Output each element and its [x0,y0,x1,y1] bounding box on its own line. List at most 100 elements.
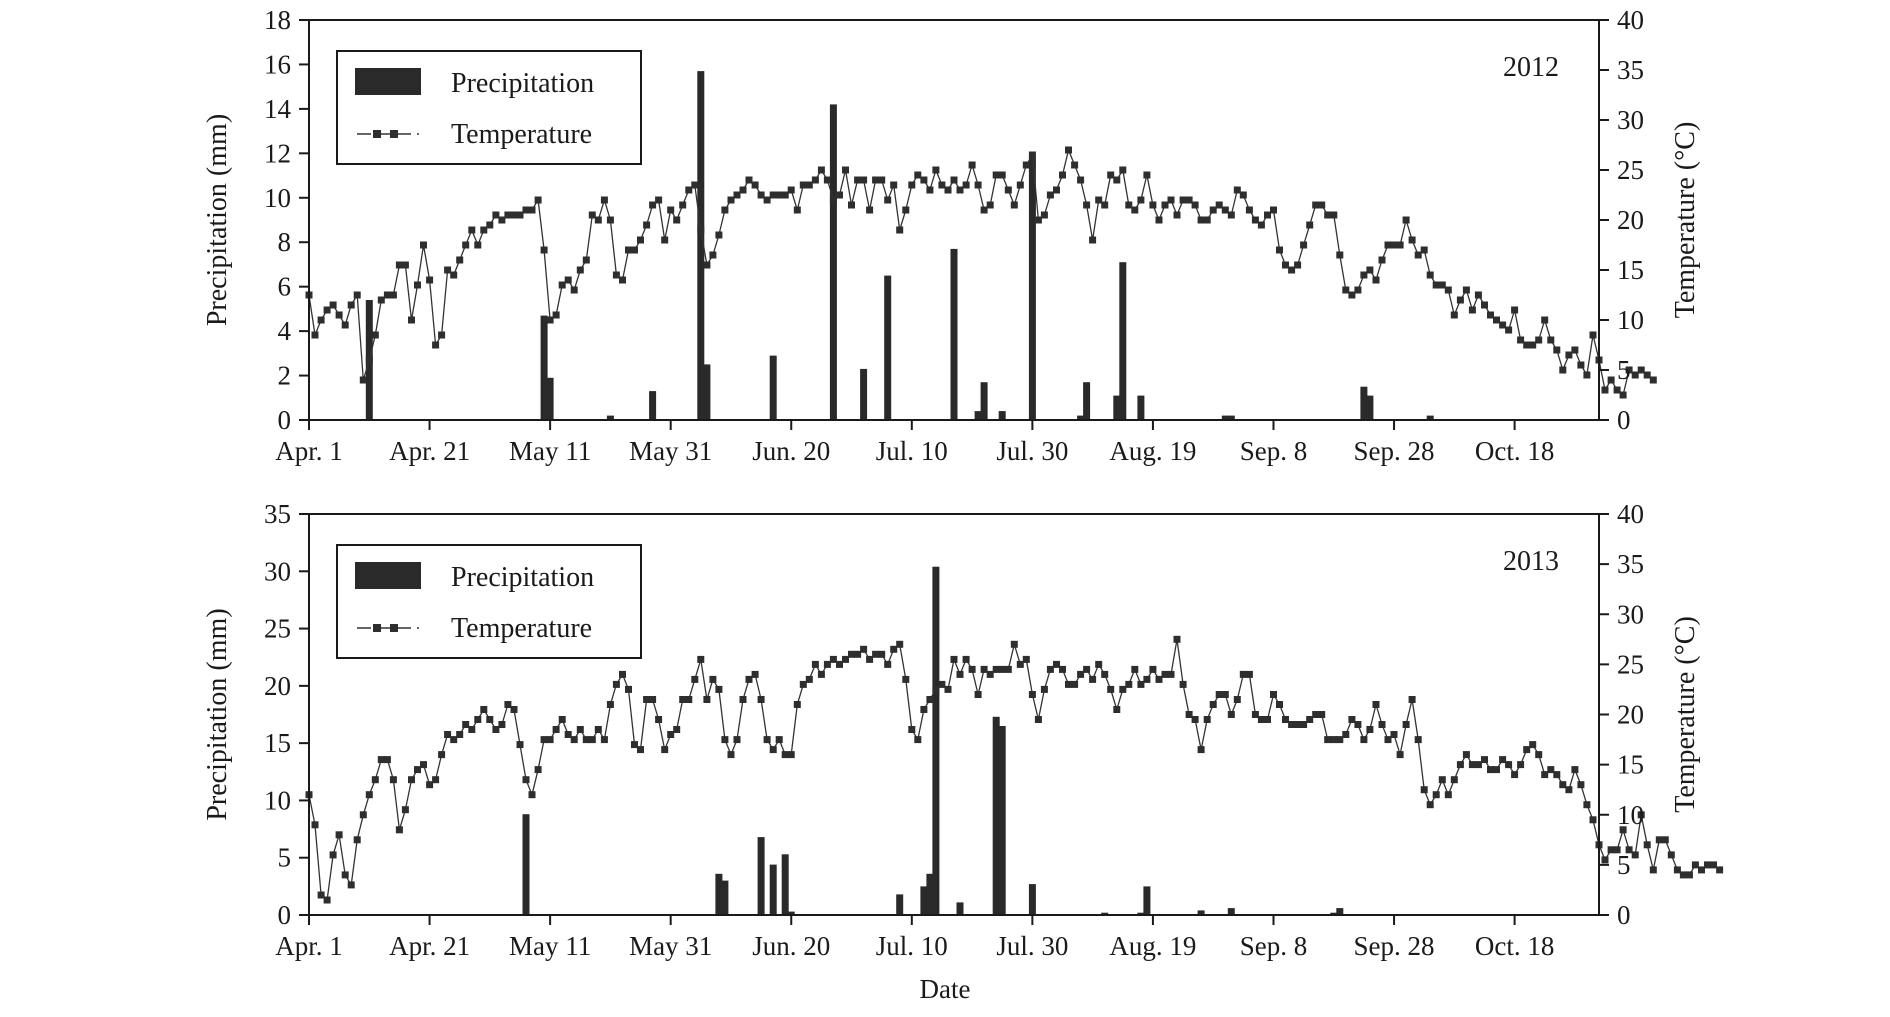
temperature-point [1384,736,1392,744]
temperature-point [1107,171,1115,179]
temperature-point [962,181,970,189]
temperature-series [305,635,1724,904]
temperature-point [456,256,464,264]
temperature-point [655,716,663,723]
temperature-point [1704,861,1711,869]
temperature-point [1209,701,1217,708]
temperature-point [1010,640,1018,648]
x-tick-label: Aug. 19 [1109,436,1196,466]
temperature-point [992,171,1000,179]
temperature-point [1239,670,1247,678]
temperature-point [769,746,777,754]
temperature-point [902,206,910,214]
temperature-point [329,301,337,309]
x-tick-label: Jul. 10 [876,931,948,961]
temperature-point [1372,701,1380,708]
temperature-point [1607,846,1615,854]
temperature-point [329,851,337,859]
temperature-point [492,211,500,219]
temperature-point [1517,761,1525,769]
precipitation-bar [974,411,982,420]
precipitation-bar [896,894,904,915]
temperature-point [1408,236,1416,244]
temperature-point [1053,186,1060,194]
temperature-point [594,726,602,733]
temperature-point [890,645,898,653]
temperature-point [890,181,898,189]
temperature-point [462,721,470,728]
x-tick-label: Apr. 1 [275,931,343,961]
temperature-point [1294,261,1302,269]
temperature-point [866,206,874,214]
temperature-point [468,226,476,234]
temperature-point [902,675,910,683]
temperature-point [1655,836,1663,844]
temperature-point [347,301,355,309]
temperature-point [1203,216,1211,224]
temperature-point [1499,756,1507,764]
temperature-point [1577,361,1585,369]
temperature-point [395,826,403,834]
temperature-point [1390,241,1398,249]
temperature-point [1330,211,1338,219]
temperature-point [697,655,705,663]
temperature-point [1541,316,1549,324]
temperature-point [1197,746,1205,754]
temperature-point [1137,680,1145,688]
temperature-point [1535,751,1543,759]
temperature-line [308,639,1721,902]
temperature-point [950,176,958,184]
temperature-point [860,176,868,184]
y-tick-label: 4 [278,316,292,346]
temperature-point [842,166,849,174]
temperature-point [1119,166,1127,174]
temperature-point [468,726,476,733]
temperature-point [649,696,657,703]
temperature-point [1366,266,1374,274]
temperature-point [619,276,626,284]
temperature-point [444,731,452,738]
temperature-point [920,176,928,184]
temperature-point [817,670,825,678]
precipitation-bar [1360,386,1368,420]
temperature-point [721,736,729,744]
temperature-point [1547,336,1555,344]
temperature-point [625,246,632,254]
temperature-point [1565,351,1573,359]
temperature-point [655,196,663,204]
temperature-point [685,186,693,194]
temperature-point [1487,766,1494,774]
y-tick-label: 14 [264,94,292,124]
precipitation-bar [992,716,1000,915]
temperature-point [1137,196,1145,204]
x-tick-label: Apr. 21 [389,436,470,466]
temperature-point [1589,331,1597,339]
temperature-point [1324,211,1332,219]
precipitation-bar [860,368,868,420]
y-tick-label: 16 [264,49,291,79]
temperature-point [745,675,753,683]
temperature-point [727,196,735,204]
x-tick-label: Sep. 28 [1354,436,1435,466]
temperature-point [570,286,578,294]
y-tick-label: 0 [278,405,292,435]
temperature-point [1300,241,1308,249]
temperature-point [347,881,355,889]
temperature-point [1010,201,1018,209]
temperature-point [1125,680,1133,688]
x-tick-label: Apr. 1 [275,436,343,466]
temperature-point [504,701,512,708]
panel-year-label: 2012 [1503,52,1559,83]
temperature-point [872,176,880,184]
temperature-point [980,665,988,673]
y2-tick-label: 35 [1617,549,1644,579]
temperature-point [1360,271,1368,279]
temperature-point [980,206,988,214]
temperature-point [317,891,325,899]
precipitation-bar [884,275,892,420]
temperature-point [365,356,373,364]
temperature-point [1571,346,1579,354]
temperature-point [552,726,560,733]
temperature-point [1046,665,1054,673]
temperature-point [359,376,367,384]
